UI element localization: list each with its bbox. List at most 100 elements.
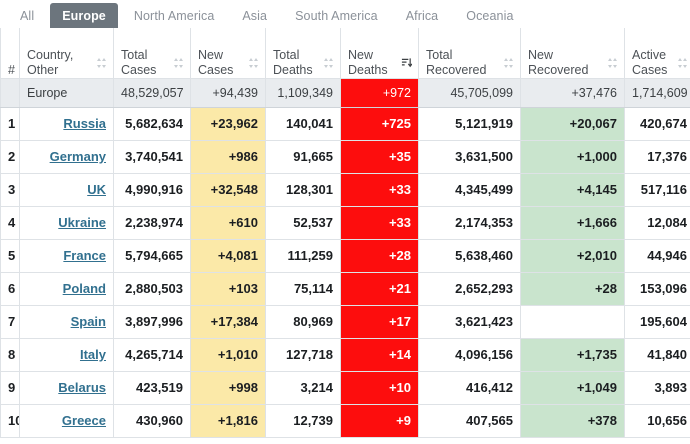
row-total-deaths: 91,665	[265, 140, 341, 174]
country-link[interactable]: Russia	[63, 116, 106, 131]
row-country[interactable]: Spain	[19, 305, 114, 339]
tab-europe[interactable]: Europe	[50, 3, 118, 28]
row-rank: 8	[0, 338, 20, 372]
row-total-cases: 5,682,634	[113, 107, 191, 141]
column-header-new-cases[interactable]: New Cases	[190, 28, 266, 79]
row-new-cases: +1,010	[190, 338, 266, 372]
sort-both-icon[interactable]	[323, 57, 334, 69]
tab-africa[interactable]: Africa	[405, 8, 439, 23]
country-link[interactable]: Belarus	[58, 380, 106, 395]
sort-both-icon[interactable]	[607, 57, 618, 69]
sort-both-icon[interactable]	[248, 57, 259, 69]
row-country[interactable]: Belarus	[19, 371, 114, 405]
row-total-recovered: 416,412	[418, 371, 521, 405]
row-new-deaths: +10	[340, 371, 419, 405]
row-total-cases: 5,794,665	[113, 239, 191, 273]
continent-tabbar: All Europe North America Asia South Amer…	[0, 0, 690, 28]
column-header-total-cases-line1: Total	[121, 47, 148, 62]
tab-all[interactable]: All	[20, 8, 35, 23]
row-country[interactable]: Germany	[19, 140, 114, 174]
row-total-cases: 3,740,541	[113, 140, 191, 174]
row-country[interactable]: Greece	[19, 404, 114, 438]
country-link[interactable]: Poland	[62, 281, 106, 296]
summary-row-europe: Europe 48,529,057 +94,439 1,109,349 +972…	[0, 78, 690, 108]
column-header-active-cases-line2: Cases	[632, 62, 668, 77]
column-header-rank[interactable]: #	[0, 28, 20, 79]
row-new-cases: +610	[190, 206, 266, 240]
row-new-deaths: +21	[340, 272, 419, 306]
covid-table-container: # Country, Other Total Cases New Cases T…	[0, 28, 690, 444]
row-total-deaths: 12,739	[265, 404, 341, 438]
column-header-country[interactable]: Country, Other	[19, 28, 114, 79]
country-link[interactable]: Germany	[49, 149, 106, 164]
row-active-cases: 41,840	[624, 338, 690, 372]
column-header-active-cases-line1: Active	[632, 47, 667, 62]
row-new-deaths: +17	[340, 305, 419, 339]
table-row: 1 Russia 5,682,634 +23,962 140,041 +725 …	[0, 107, 690, 141]
sort-both-icon[interactable]	[677, 57, 688, 69]
table-row: 10 Greece 430,960 +1,816 12,739 +9 407,5…	[0, 404, 690, 438]
row-rank: 9	[0, 371, 20, 405]
column-header-new-recovered[interactable]: New Recovered	[520, 28, 625, 79]
country-link[interactable]: UK	[87, 182, 106, 197]
table-row: 2 Germany 3,740,541 +986 91,665 +35 3,63…	[0, 140, 690, 174]
sort-descending-active-icon[interactable]	[401, 57, 412, 69]
row-total-deaths: 75,114	[265, 272, 341, 306]
country-link[interactable]: Spain	[70, 314, 106, 329]
column-header-active-cases[interactable]: Active Cases	[624, 28, 690, 79]
row-total-deaths: 140,041	[265, 107, 341, 141]
row-country[interactable]: Italy	[19, 338, 114, 372]
row-country[interactable]: Ukraine	[19, 206, 114, 240]
country-link[interactable]: Greece	[61, 413, 106, 428]
row-new-cases: +23,962	[190, 107, 266, 141]
column-header-total-deaths[interactable]: Total Deaths	[265, 28, 341, 79]
country-link[interactable]: Italy	[79, 347, 106, 362]
table-row: 7 Spain 3,897,996 +17,384 80,969 +17 3,6…	[0, 305, 690, 339]
row-total-deaths: 128,301	[265, 173, 341, 207]
row-total-recovered: 3,621,423	[418, 305, 521, 339]
row-total-recovered: 5,638,460	[418, 239, 521, 273]
table-row: 9 Belarus 423,519 +998 3,214 +10 416,412…	[0, 371, 690, 405]
column-header-new-deaths-line2: Deaths	[348, 62, 388, 77]
row-new-recovered: +378	[520, 404, 625, 438]
column-header-total-cases[interactable]: Total Cases	[113, 28, 191, 79]
row-total-cases: 423,519	[113, 371, 191, 405]
country-link[interactable]: Ukraine	[58, 215, 106, 230]
row-new-cases: +103	[190, 272, 266, 306]
sort-both-icon[interactable]	[96, 57, 107, 69]
summary-total-cases: 48,529,057	[113, 78, 191, 108]
summary-new-recovered: +37,476	[520, 78, 625, 108]
row-rank: 5	[0, 239, 20, 273]
tab-north-america[interactable]: North America	[133, 8, 215, 23]
tab-south-america[interactable]: South America	[295, 8, 378, 23]
column-header-total-cases-line2: Cases	[121, 62, 157, 77]
table-row: 8 Italy 4,265,714 +1,010 127,718 +14 4,0…	[0, 338, 690, 372]
summary-new-cases: +94,439	[190, 78, 266, 108]
row-new-deaths: +14	[340, 338, 419, 372]
row-country[interactable]: Russia	[19, 107, 114, 141]
row-rank: 3	[0, 173, 20, 207]
row-new-recovered: +1,049	[520, 371, 625, 405]
row-new-recovered: +4,145	[520, 173, 625, 207]
sort-both-icon[interactable]	[173, 57, 184, 69]
country-link[interactable]: France	[63, 248, 106, 263]
row-active-cases: 10,656	[624, 404, 690, 438]
sort-both-icon[interactable]	[503, 57, 514, 69]
row-country[interactable]: Poland	[19, 272, 114, 306]
tab-oceania[interactable]: Oceania	[466, 8, 514, 23]
row-country[interactable]: UK	[19, 173, 114, 207]
column-header-total-recovered[interactable]: Total Recovered	[418, 28, 521, 79]
table-row: 4 Ukraine 2,238,974 +610 52,537 +33 2,17…	[0, 206, 690, 240]
row-country[interactable]: France	[19, 239, 114, 273]
column-header-new-deaths[interactable]: New Deaths	[340, 28, 419, 79]
row-rank: 6	[0, 272, 20, 306]
row-total-cases: 4,265,714	[113, 338, 191, 372]
row-active-cases: 153,096	[624, 272, 690, 306]
row-total-recovered: 4,345,499	[418, 173, 521, 207]
tab-asia[interactable]: Asia	[242, 8, 268, 23]
row-new-cases: +998	[190, 371, 266, 405]
row-total-deaths: 80,969	[265, 305, 341, 339]
row-total-cases: 430,960	[113, 404, 191, 438]
row-new-recovered	[520, 305, 625, 339]
column-header-total-deaths-line1: Total	[273, 47, 300, 62]
